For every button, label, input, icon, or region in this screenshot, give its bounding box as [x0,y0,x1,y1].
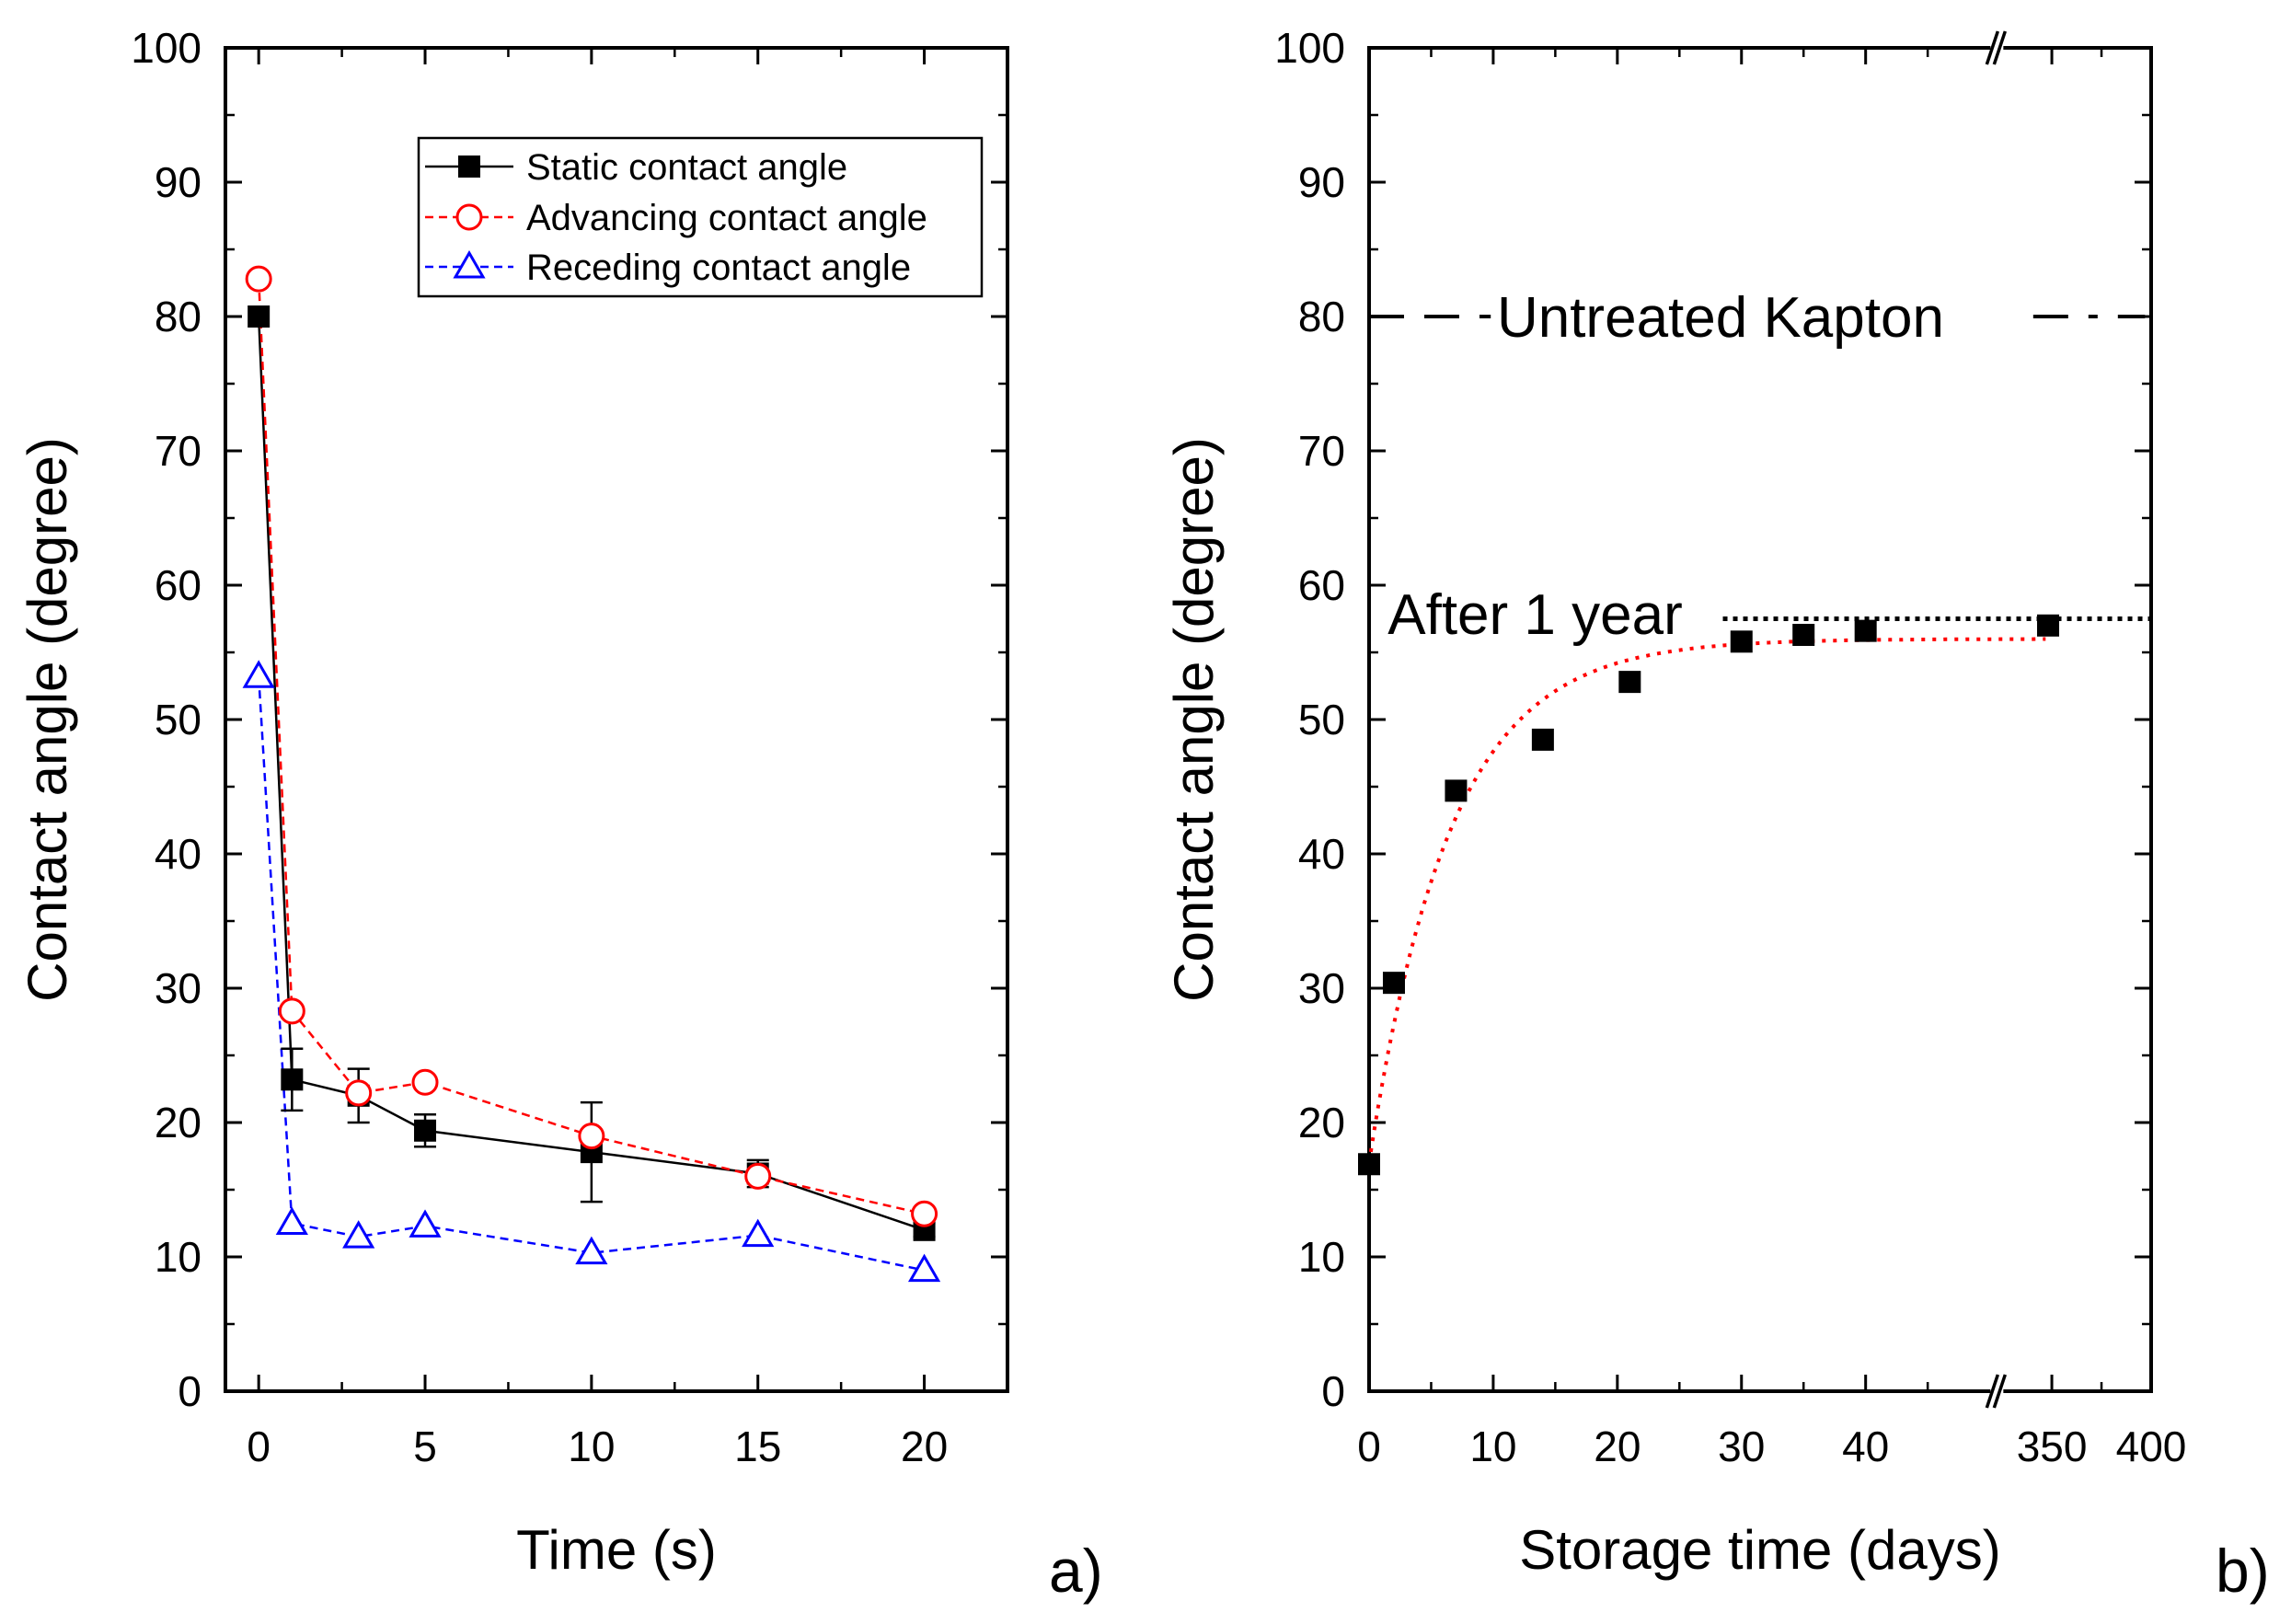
y-tick-label: 70 [1298,427,1345,475]
advancing-data-point [911,1200,938,1227]
panel-b-plot-frame [1367,46,2153,1393]
x-tick-label: 30 [1718,1422,1765,1470]
panel-a-xlabel: Time (s) [516,1519,717,1581]
receding-data-point [275,1206,308,1235]
x-tick-label: 350 [2017,1422,2088,1470]
static-data-point [414,1119,437,1142]
after-1-year-label: After 1 year [1387,583,1682,647]
legend-label-static: Static contact angle [526,147,847,188]
legend-label-receding: Receding contact angle [526,248,911,288]
y-tick-label: 60 [155,561,201,609]
advancing-data-point [278,997,305,1025]
y-tick-label: 60 [1298,561,1345,609]
fit-curve [1367,637,2046,1164]
panel-a-label: a) [1049,1537,1103,1605]
x-tick-label: 10 [1469,1422,1516,1470]
static-data-point [1382,972,1405,995]
axis-break-slash [1992,30,2008,65]
legend-marker-advancing [455,203,483,231]
axis-break-marks [1985,30,2008,1409]
y-tick-label: 50 [1298,696,1345,743]
y-tick-label: 20 [1298,1099,1345,1146]
panel-a-plot-frame [224,46,1009,1393]
untreated-kapton-label: Untreated Kapton [1497,286,1944,350]
static-data-point [248,305,271,328]
x-tick-label: 15 [734,1422,781,1470]
y-tick-label: 0 [178,1367,201,1415]
x-tick-label: 400 [2116,1422,2187,1470]
static-data-point [2037,614,2060,637]
panel-b-ticks: 0 10 20 30 40 50 60 70 80 90 100 0 10 20 30 40 350 400 [1274,24,2186,1470]
panel-a: 0 10 20 30 40 50 60 70 80 90 100 0 5 10 15 20 Static co… [17,24,1103,1605]
x-tick-label: 20 [901,1422,948,1470]
legend-label-advancing: Advancing contact angle [526,198,927,238]
receding-data-point [575,1236,608,1265]
y-tick-label: 20 [155,1099,201,1146]
receding-data-point [242,660,275,688]
axis-break-slash [1985,1374,2000,1409]
y-tick-label: 90 [155,158,201,206]
x-tick-label: 20 [1594,1422,1641,1470]
y-tick-label: 50 [155,696,201,743]
advancing-data-point [411,1068,439,1096]
y-tick-label: 70 [155,427,201,475]
y-tick-label: 40 [1298,830,1345,878]
panel-a-series [242,265,941,1283]
static-data-point [1730,630,1753,653]
y-tick-label: 40 [155,830,201,878]
y-tick-label: 80 [155,293,201,340]
static-data-point [1358,1153,1380,1176]
static-data-point [1531,728,1554,751]
y-tick-label: 80 [1298,293,1345,340]
y-tick-label: 30 [1298,964,1345,1012]
x-tick-label: 10 [568,1422,615,1470]
panel-b-ylabel: Contact angle (degree) [1163,437,1225,1002]
receding-data-point [907,1253,941,1283]
advancing-data-point [744,1162,772,1190]
x-tick-label: 0 [1357,1422,1381,1470]
axis-break-slash [1985,30,2000,65]
receding-data-point [409,1209,442,1238]
static-data-point [281,1068,304,1091]
axis-break-slash [1992,1374,2008,1409]
panel-b-reference-lines: Untreated Kapton After 1 year [1369,286,2151,647]
panel-a-ylabel: Contact angle (degree) [17,437,78,1002]
advancing-data-point [345,1079,373,1107]
legend-marker-receding [453,249,486,279]
static-data-point [1618,671,1641,694]
static-data-point [1792,624,1815,647]
x-tick-label: 5 [413,1422,437,1470]
advancing-data-point [245,265,272,293]
y-tick-label: 10 [155,1233,201,1281]
advancing-data-point [578,1123,605,1150]
y-tick-label: 0 [1321,1367,1345,1415]
y-tick-label: 90 [1298,158,1345,206]
y-tick-label: 100 [1274,24,1345,72]
legend-marker-static [458,155,480,178]
panel-b-label: b) [2216,1537,2270,1605]
y-tick-label: 100 [131,24,201,72]
static-data-point [1854,619,1877,642]
y-tick-label: 30 [155,964,201,1012]
panel-a-ticks: 0 10 20 30 40 50 60 70 80 90 100 0 5 10 15 20 [131,24,1009,1470]
legend: Static contact angle Advancing contact an… [417,136,984,298]
receding-data-point [742,1218,775,1248]
receding-data-point [342,1220,375,1249]
x-tick-label: 40 [1842,1422,1889,1470]
x-tick-label: 0 [247,1422,271,1470]
panel-b: 0 10 20 30 40 50 60 70 80 90 100 0 10 20 30 40 350 400 Un… [1163,24,2270,1605]
panel-b-xlabel: Storage time (days) [1519,1519,2001,1581]
static-data-point [1445,779,1468,802]
y-tick-label: 10 [1298,1233,1345,1281]
panel-b-series [1358,614,2060,1176]
